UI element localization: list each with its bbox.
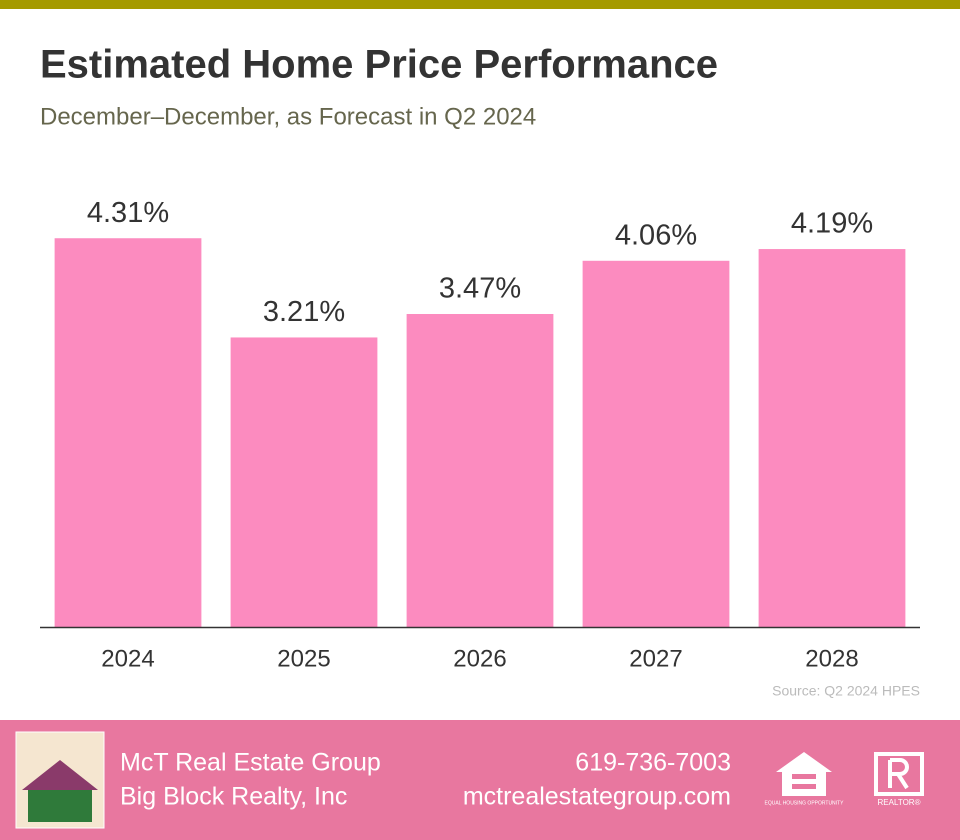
realtor-text: REALTOR® [878,798,921,807]
value-label: 3.47% [439,273,521,305]
logo [15,731,105,829]
x-tick-label: 2026 [453,645,506,672]
eho-text: EQUAL HOUSING OPPORTUNITY [765,800,845,806]
eho-bar [792,784,816,789]
x-tick-label: 2024 [101,645,154,672]
x-tick-label: 2027 [629,645,682,672]
equal-housing-logo: EQUAL HOUSING OPPORTUNITY [765,752,845,806]
brokerage: Big Block Realty, Inc [120,783,347,811]
phone[interactable]: 619-736-7003 [575,749,731,777]
bar [54,238,202,627]
x-tick-label: 2028 [805,645,858,672]
bar [230,337,378,627]
company: McT Real Estate Group [120,749,381,777]
source: Source: Q2 2024 HPES [772,683,920,699]
realtor-r [888,758,909,790]
bar [406,314,554,627]
realtor-box [874,752,924,796]
logo-house [28,790,92,822]
value-label: 4.19% [791,208,873,240]
value-label: 3.21% [263,296,345,328]
plot: 2024 4.31% 2025 3.21% 2026 3.47% 2027 4.06% 2028… [54,197,906,672]
x-tick-label: 2025 [277,645,330,672]
bar [758,249,906,627]
eho-bar [792,774,816,779]
realtor-logo: REALTOR® [874,752,924,807]
logo-roof [22,760,98,790]
bar [582,260,730,627]
website[interactable]: mctrealestategroup.com [463,783,731,811]
value-label: 4.31% [87,197,169,229]
value-label: 4.06% [615,219,697,251]
chart-subtitle: December–December, as Forecast in Q2 202… [40,103,536,130]
top-stripe [0,0,960,9]
chart-title: Estimated Home Price Performance [40,43,718,87]
